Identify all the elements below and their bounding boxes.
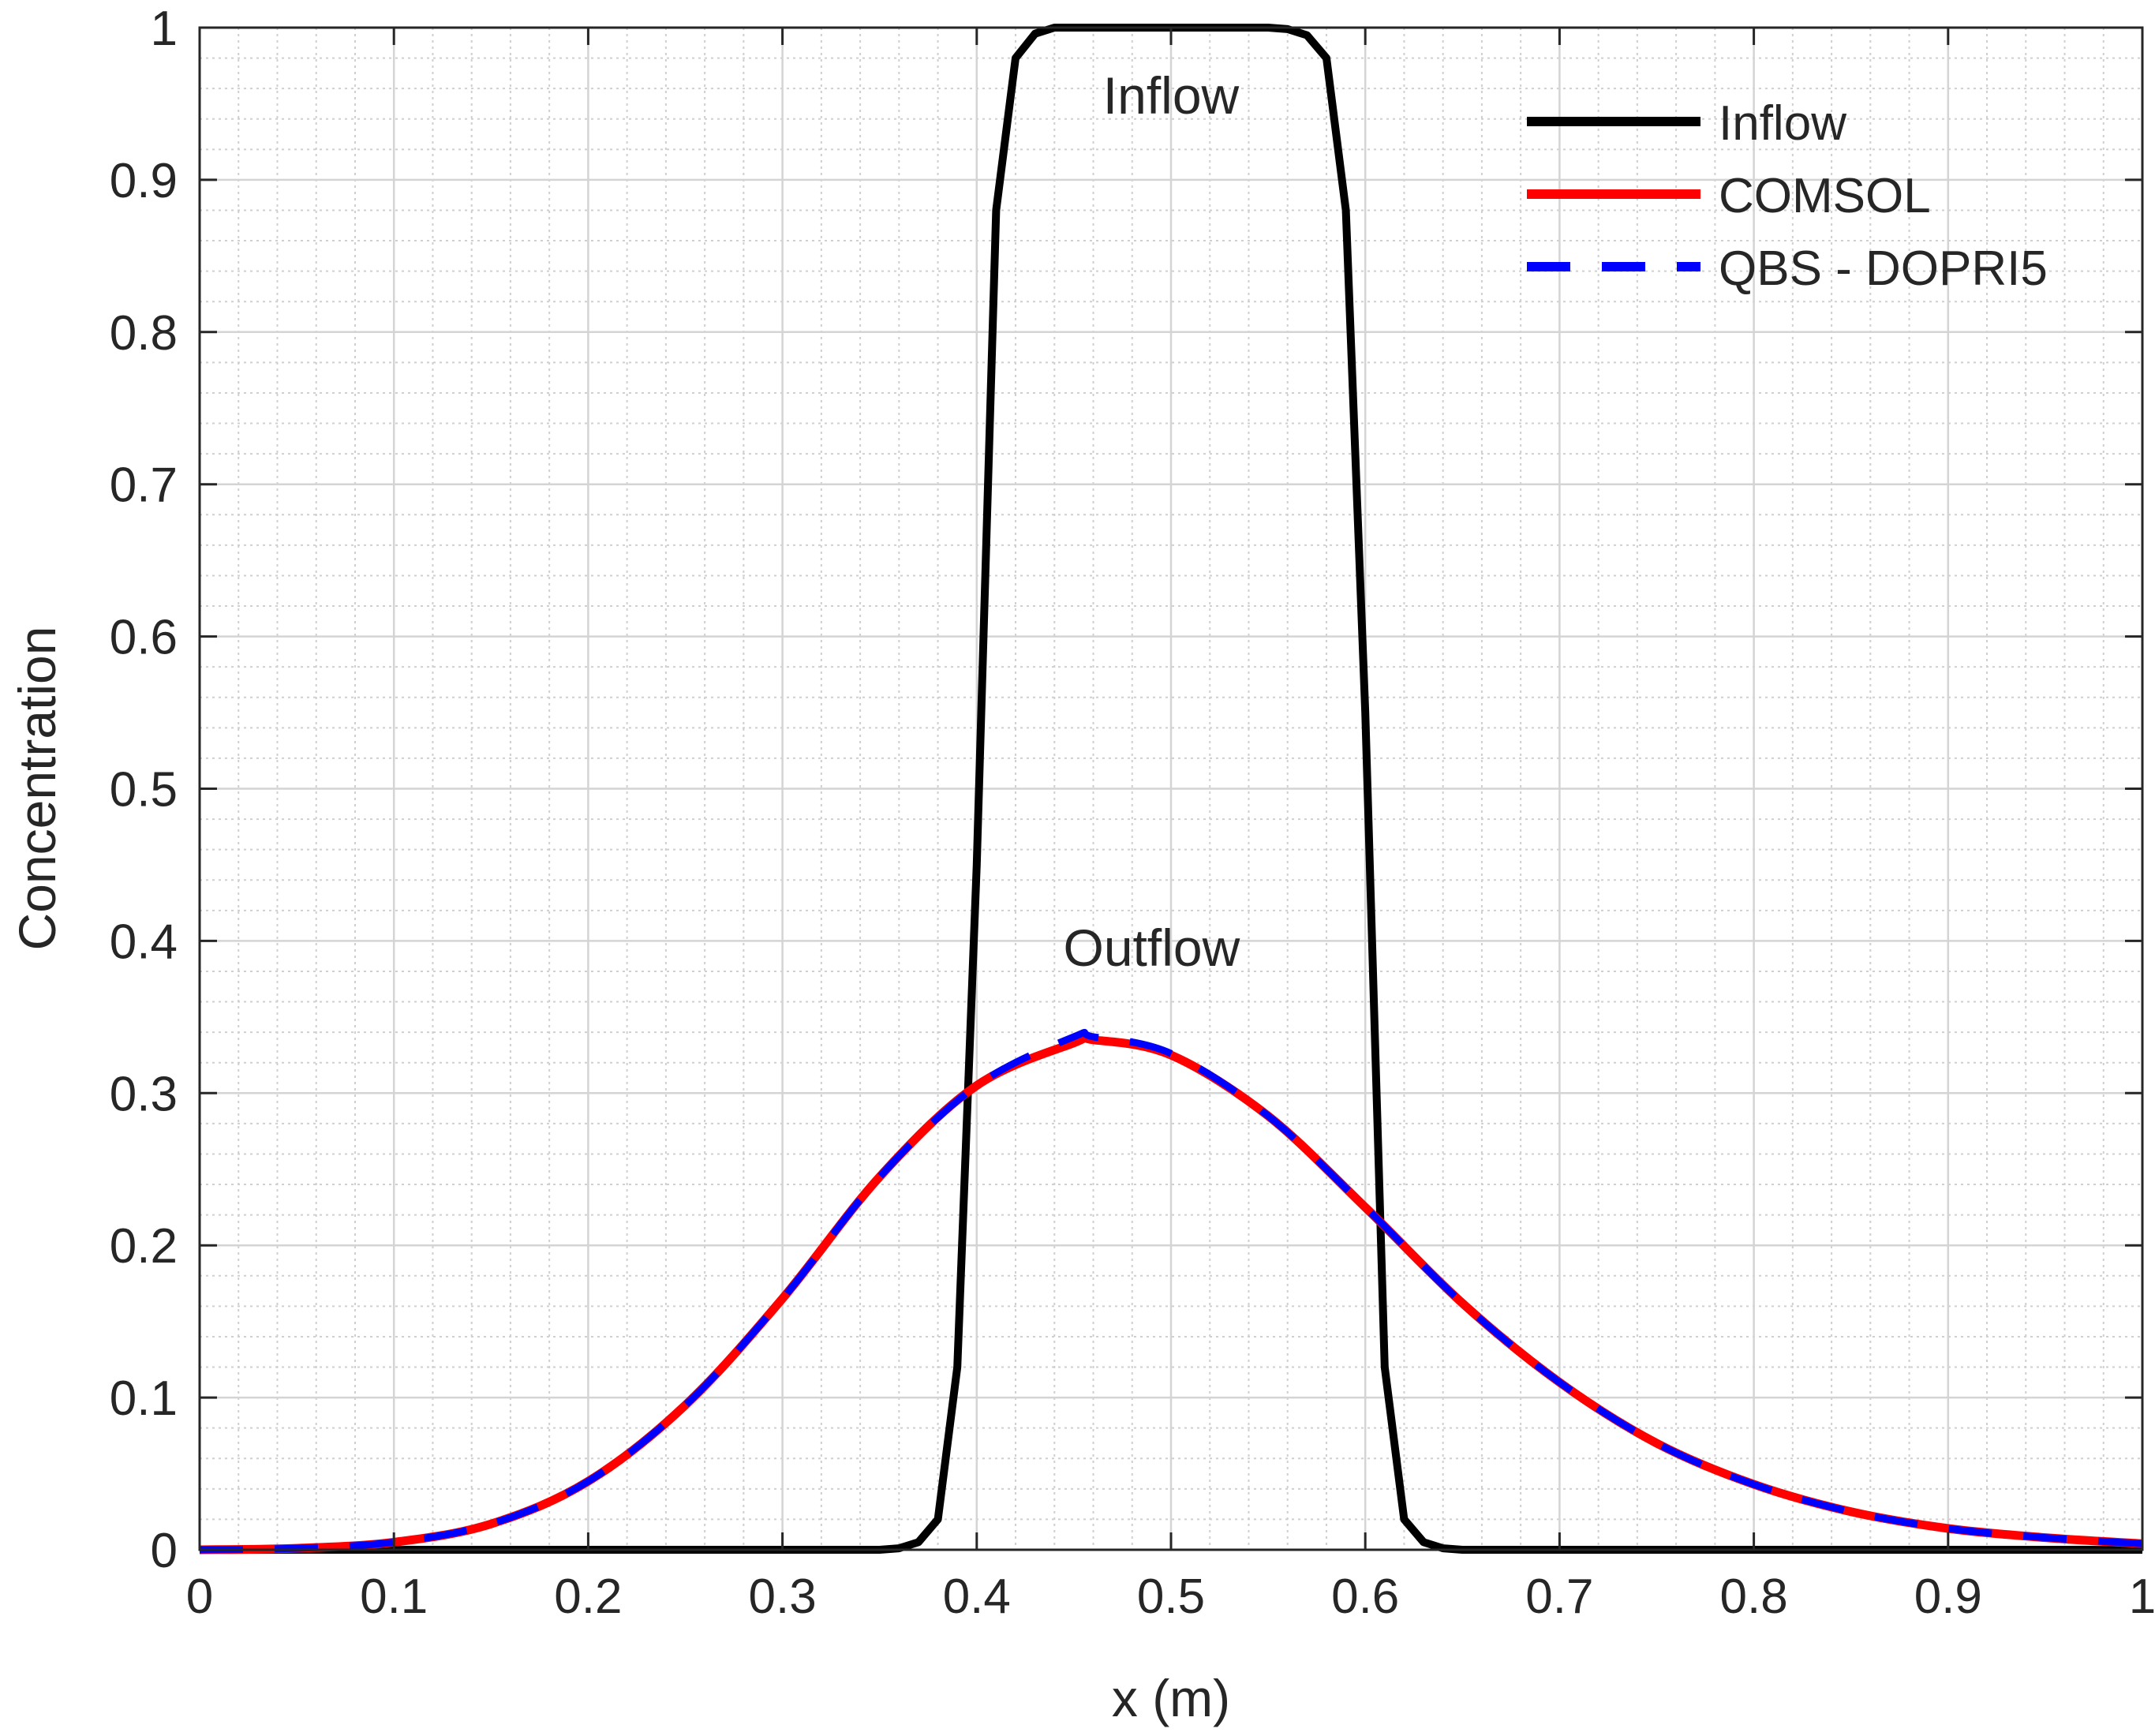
y-tick-label: 0.8 — [110, 306, 178, 361]
y-tick-label: 0 — [151, 1524, 178, 1578]
x-tick-label: 1 — [2129, 1570, 2155, 1624]
x-tick-label: 0.9 — [1914, 1570, 1982, 1624]
x-tick-label: 0.4 — [943, 1570, 1011, 1624]
major-grid — [200, 28, 2142, 1550]
x-tick-label: 0.6 — [1331, 1570, 1399, 1624]
x-tick-label: 0.5 — [1137, 1570, 1205, 1624]
y-tick-label: 0.2 — [110, 1219, 178, 1274]
x-tick-label: 0.1 — [360, 1570, 428, 1624]
x-tick-label: 0.2 — [554, 1570, 622, 1624]
x-axis-label: x (m) — [1112, 1669, 1230, 1727]
axis-ticks — [198, 26, 2144, 1551]
legend-label-comsol: COMSOL — [1719, 169, 1931, 223]
y-tick-label: 0.1 — [110, 1371, 178, 1426]
x-tick-labels: 0 0.1 0.2 0.3 0.4 0.5 0.6 0.7 0.8 0.9 1 — [186, 1570, 2155, 1624]
y-tick-label: 0.5 — [110, 763, 178, 817]
legend: Inflow COMSOL QBS - DOPRI5 — [1527, 96, 2048, 296]
y-tick-label: 0.4 — [110, 915, 178, 969]
y-axis-label: Concentration — [8, 627, 66, 951]
y-tick-label: 0.3 — [110, 1067, 178, 1121]
y-tick-labels: 0 0.1 0.2 0.3 0.4 0.5 0.6 0.7 0.8 0.9 1 — [110, 2, 178, 1578]
minor-grid — [200, 28, 2142, 1550]
series-line-qbs-dopri5 — [199, 1029, 2143, 1554]
annotation-outflow: Outflow — [1064, 919, 1240, 977]
annotation-inflow: Inflow — [1103, 66, 1240, 125]
legend-label-inflow: Inflow — [1719, 96, 1846, 151]
y-tick-label: 0.7 — [110, 458, 178, 513]
legend-label-qbs-dopri5: QBS - DOPRI5 — [1719, 241, 2048, 296]
y-tick-label: 0.6 — [110, 611, 178, 665]
x-tick-label: 0 — [186, 1570, 213, 1624]
x-tick-label: 0.7 — [1525, 1570, 1593, 1624]
y-tick-label: 0.9 — [110, 154, 178, 208]
y-tick-label: 1 — [151, 2, 178, 56]
x-tick-label: 0.3 — [748, 1570, 816, 1624]
x-tick-label: 0.8 — [1719, 1570, 1787, 1624]
